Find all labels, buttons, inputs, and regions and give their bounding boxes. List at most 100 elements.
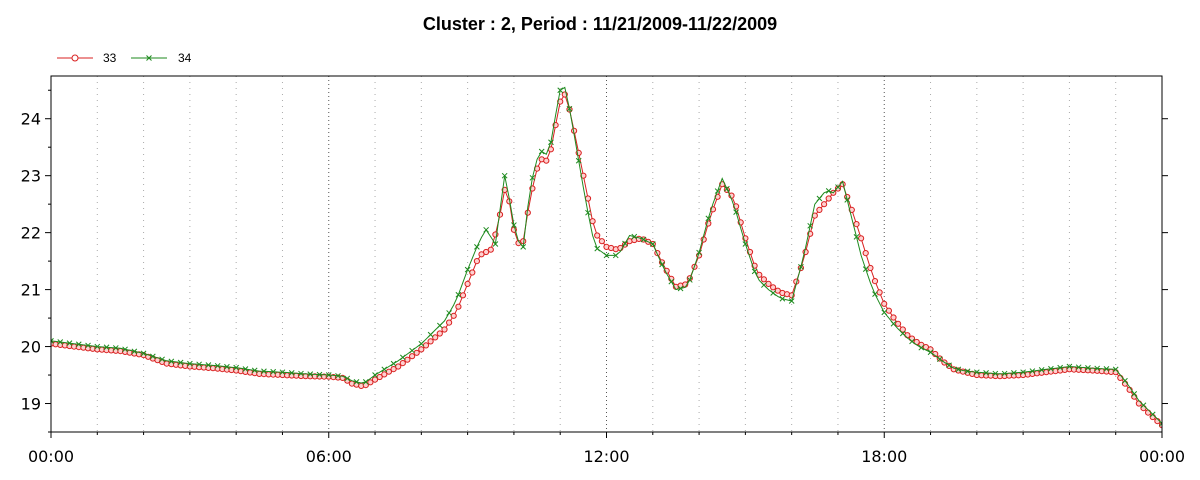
data-point-34 — [187, 360, 193, 367]
data-point-33 — [487, 246, 494, 253]
data-point-34 — [742, 241, 749, 247]
data-point-34 — [1001, 370, 1008, 377]
data-point-33 — [1149, 413, 1156, 421]
data-point-34 — [353, 379, 360, 385]
data-point-34 — [1103, 366, 1110, 372]
data-point-34 — [844, 197, 851, 203]
data-point-33 — [450, 312, 457, 319]
data-point-34 — [973, 369, 980, 376]
legend-marker-34 — [146, 55, 152, 61]
data-point-34 — [427, 331, 434, 338]
data-point-34 — [501, 172, 508, 179]
chart-title: Cluster : 2, Period : 11/21/2009-11/22/2… — [423, 14, 777, 34]
data-point-34 — [474, 244, 480, 250]
data-point-34 — [205, 362, 212, 368]
data-point-33 — [367, 379, 374, 386]
data-point-34 — [520, 244, 527, 250]
data-point-34 — [909, 338, 915, 345]
data-point-34 — [872, 291, 878, 298]
data-point-33 — [890, 314, 897, 321]
data-point-34 — [816, 195, 823, 202]
data-point-34 — [585, 209, 591, 216]
data-point-34 — [714, 188, 721, 194]
data-point-34 — [779, 295, 786, 302]
data-point-34 — [1038, 367, 1045, 373]
data-point-34 — [307, 371, 314, 377]
data-point-34 — [270, 368, 277, 375]
x-tick-label: 00:00 — [28, 447, 74, 466]
data-point-34 — [529, 174, 536, 181]
data-point-34 — [992, 370, 999, 377]
data-point-34 — [640, 236, 647, 243]
data-point-34 — [927, 349, 934, 356]
data-point-33 — [543, 157, 550, 164]
data-point-34 — [612, 252, 619, 259]
data-point-34 — [51, 338, 54, 344]
data-point-34 — [242, 366, 249, 372]
data-point-34 — [946, 362, 952, 369]
data-point-34 — [1159, 420, 1162, 427]
data-point-33 — [469, 269, 476, 276]
data-point-34 — [677, 285, 684, 292]
data-point-33 — [765, 280, 772, 287]
data-point-34 — [261, 368, 267, 375]
data-point-34 — [1029, 368, 1036, 374]
data-point-33 — [409, 353, 416, 360]
data-point-34 — [1112, 366, 1119, 373]
y-tick-label: 19 — [21, 395, 41, 414]
data-point-34 — [1094, 365, 1101, 372]
data-point-34 — [1048, 365, 1054, 372]
data-point-34 — [1057, 364, 1064, 371]
data-point-33 — [594, 232, 601, 239]
data-point-34 — [751, 268, 758, 275]
data-point-34 — [668, 278, 675, 285]
data-point-34 — [936, 356, 943, 362]
data-point-34 — [279, 369, 286, 376]
data-point-33 — [455, 303, 462, 310]
data-point-34 — [825, 188, 832, 194]
data-point-33 — [432, 334, 439, 341]
data-point-33 — [598, 238, 606, 245]
data-point-33 — [395, 363, 402, 370]
data-point-34 — [631, 233, 638, 240]
data-point-34 — [149, 353, 156, 360]
data-point-34 — [418, 340, 425, 347]
data-point-33 — [816, 206, 823, 213]
y-tick-label: 23 — [21, 167, 41, 186]
data-point-33 — [834, 185, 842, 192]
data-point-33 — [381, 371, 388, 378]
data-point-34 — [1020, 369, 1026, 376]
axes: 19 20 21 22 23 24 00:00 06:00 12:00 18:00 00:00 — [21, 89, 1185, 466]
x-tick-label: 18:00 — [861, 447, 907, 466]
y-tick-label: 20 — [21, 338, 41, 357]
x-tick-label: 06:00 — [306, 447, 352, 466]
data-point-33 — [473, 258, 480, 265]
data-point-34 — [798, 263, 804, 270]
data-point-34 — [214, 362, 221, 369]
data-point-34 — [594, 245, 601, 252]
data-point-33 — [1135, 400, 1143, 407]
data-point-34 — [511, 222, 517, 228]
data-point-34 — [807, 222, 814, 229]
data-point-34 — [177, 359, 184, 366]
data-point-33 — [464, 280, 471, 287]
data-point-33 — [895, 320, 902, 327]
data-point-34 — [316, 371, 323, 378]
data-point-34 — [835, 184, 841, 190]
legend-item-34: 34 — [131, 51, 192, 65]
data-point-34 — [251, 367, 258, 374]
data-point-34 — [159, 356, 165, 363]
data-point-34 — [1149, 411, 1156, 418]
data-point-33 — [399, 360, 406, 367]
data-point-34 — [890, 320, 897, 327]
legend-marker-33 — [71, 54, 79, 62]
series-34 — [51, 86, 1162, 427]
data-point-34 — [57, 339, 64, 345]
data-point-34 — [686, 277, 693, 283]
data-point-33 — [871, 278, 879, 285]
data-point-34 — [770, 290, 777, 296]
data-point-34 — [409, 347, 415, 354]
data-point-34 — [603, 252, 610, 259]
data-point-34 — [112, 345, 119, 351]
